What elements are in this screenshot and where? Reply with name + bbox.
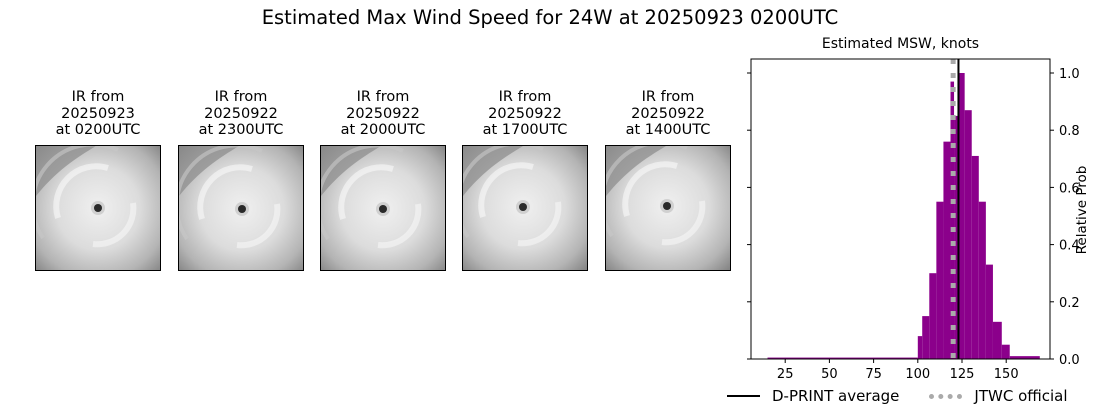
histogram-bar — [929, 273, 937, 359]
plot-frame — [750, 58, 1051, 360]
histogram-bar — [985, 264, 993, 359]
ir-panel: IR from 20250922 at 1400UTC — [605, 89, 731, 271]
legend-label-jtwc: JTWC official — [974, 387, 1068, 405]
y-tick-label: 0.6 — [1059, 181, 1080, 196]
x-tick-label: 100 — [905, 367, 930, 382]
histogram-bar — [1009, 356, 1040, 359]
ir-panel: IR from 20250923 at 0200UTC — [35, 89, 161, 271]
y-axis-label: Relative Prob — [1074, 165, 1090, 255]
legend-label-dprint: D-PRINT average — [772, 387, 900, 405]
chart-title: Estimated MSW, knots — [821, 36, 980, 52]
ir-satellite-image — [320, 145, 446, 271]
ir-satellite-image — [35, 145, 161, 271]
y-tick-label: 1.0 — [1059, 67, 1080, 82]
histogram-bar — [943, 141, 951, 359]
ir-panel: IR from 20250922 at 2000UTC — [320, 89, 446, 271]
histogram-bar — [936, 201, 944, 359]
chart-legend: D-PRINT average JTWC official — [727, 387, 1098, 405]
y-tick-label: 0.4 — [1059, 239, 1080, 254]
ir-satellite-image — [605, 145, 731, 271]
ir-satellite-image — [178, 145, 304, 271]
ir-panel-label: IR from 20250923 at 0200UTC — [55, 89, 141, 138]
solid-line-swatch-icon — [727, 395, 760, 397]
y-tick-label: 0.0 — [1059, 353, 1080, 368]
x-tick-label: 75 — [865, 367, 882, 382]
x-tick-label: 25 — [777, 367, 794, 382]
ir-satellite-image — [462, 145, 588, 271]
legend-item-dprint: D-PRINT average — [727, 387, 899, 405]
dotted-line-swatch-icon — [929, 393, 963, 399]
histogram-bar — [978, 201, 986, 359]
x-tick-label: 150 — [994, 367, 1019, 382]
legend-item-jtwc: JTWC official — [929, 387, 1068, 405]
ir-panel: IR from 20250922 at 1700UTC — [462, 89, 588, 271]
ir-panel: IR from 20250922 at 2300UTC — [178, 89, 304, 271]
figure-title: Estimated Max Wind Speed for 24W at 2025… — [261, 6, 839, 29]
y-tick-label: 0.2 — [1059, 296, 1080, 311]
histogram-bar — [964, 110, 972, 360]
ir-panel-label: IR from 20250922 at 2000UTC — [340, 89, 426, 138]
ir-panel-label: IR from 20250922 at 1400UTC — [625, 89, 711, 138]
histogram-bar — [971, 155, 979, 359]
histogram-bar — [917, 336, 923, 359]
ir-panel-label: IR from 20250922 at 2300UTC — [198, 89, 284, 138]
x-tick-label: 50 — [821, 367, 838, 382]
histogram-bar — [922, 316, 930, 359]
histogram-bar — [954, 115, 958, 360]
histogram-bar — [1001, 344, 1010, 359]
histogram-bar — [767, 357, 918, 359]
ir-panel-label: IR from 20250922 at 1700UTC — [482, 89, 568, 138]
histogram-bar — [950, 81, 955, 359]
x-tick-label: 125 — [950, 367, 975, 382]
histogram-bar — [992, 321, 1002, 359]
histogram-bar — [957, 73, 965, 359]
y-tick-label: 0.8 — [1059, 124, 1080, 139]
